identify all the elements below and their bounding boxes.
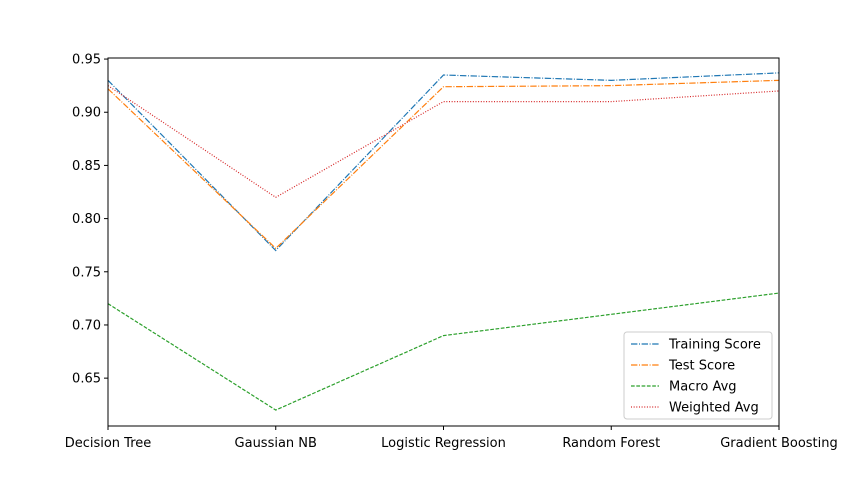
legend-label: Test Score	[668, 359, 735, 374]
y-tick-label: 0.95	[72, 53, 101, 68]
x-axis: Decision Tree Gaussian NB Logistic Regress…	[65, 426, 838, 451]
series-line-3	[107, 292, 780, 411]
y-tick-label: 0.75	[72, 265, 101, 280]
y-axis: 0.65 0.70 0.75 0.80 0.85 0.90 0.95	[72, 53, 108, 387]
legend: Training Score Test Score Macro Avg Weighte…	[623, 331, 773, 420]
legend-label: Training Score	[668, 338, 761, 353]
series-line-4	[107, 85, 780, 199]
legend-label: Macro Avg	[669, 380, 737, 395]
x-tick-label: Gradient Boosting	[720, 436, 838, 451]
series-lines	[107, 72, 780, 411]
legend-box	[623, 331, 773, 420]
legend-label: Weighted Avg	[669, 401, 759, 416]
series-line-2	[107, 79, 780, 250]
x-tick-label: Random Forest	[562, 436, 660, 451]
series-line-1	[107, 72, 780, 252]
y-tick-label: 0.70	[72, 318, 101, 333]
x-tick-label: Decision Tree	[65, 436, 152, 451]
x-tick-label: Gaussian NB	[235, 436, 317, 451]
y-tick-label: 0.65	[72, 372, 101, 387]
x-tick-label: Logistic Regression	[381, 436, 506, 451]
y-tick-label: 0.80	[72, 212, 101, 227]
y-tick-label: 0.85	[72, 159, 101, 174]
y-tick-label: 0.90	[72, 106, 101, 121]
